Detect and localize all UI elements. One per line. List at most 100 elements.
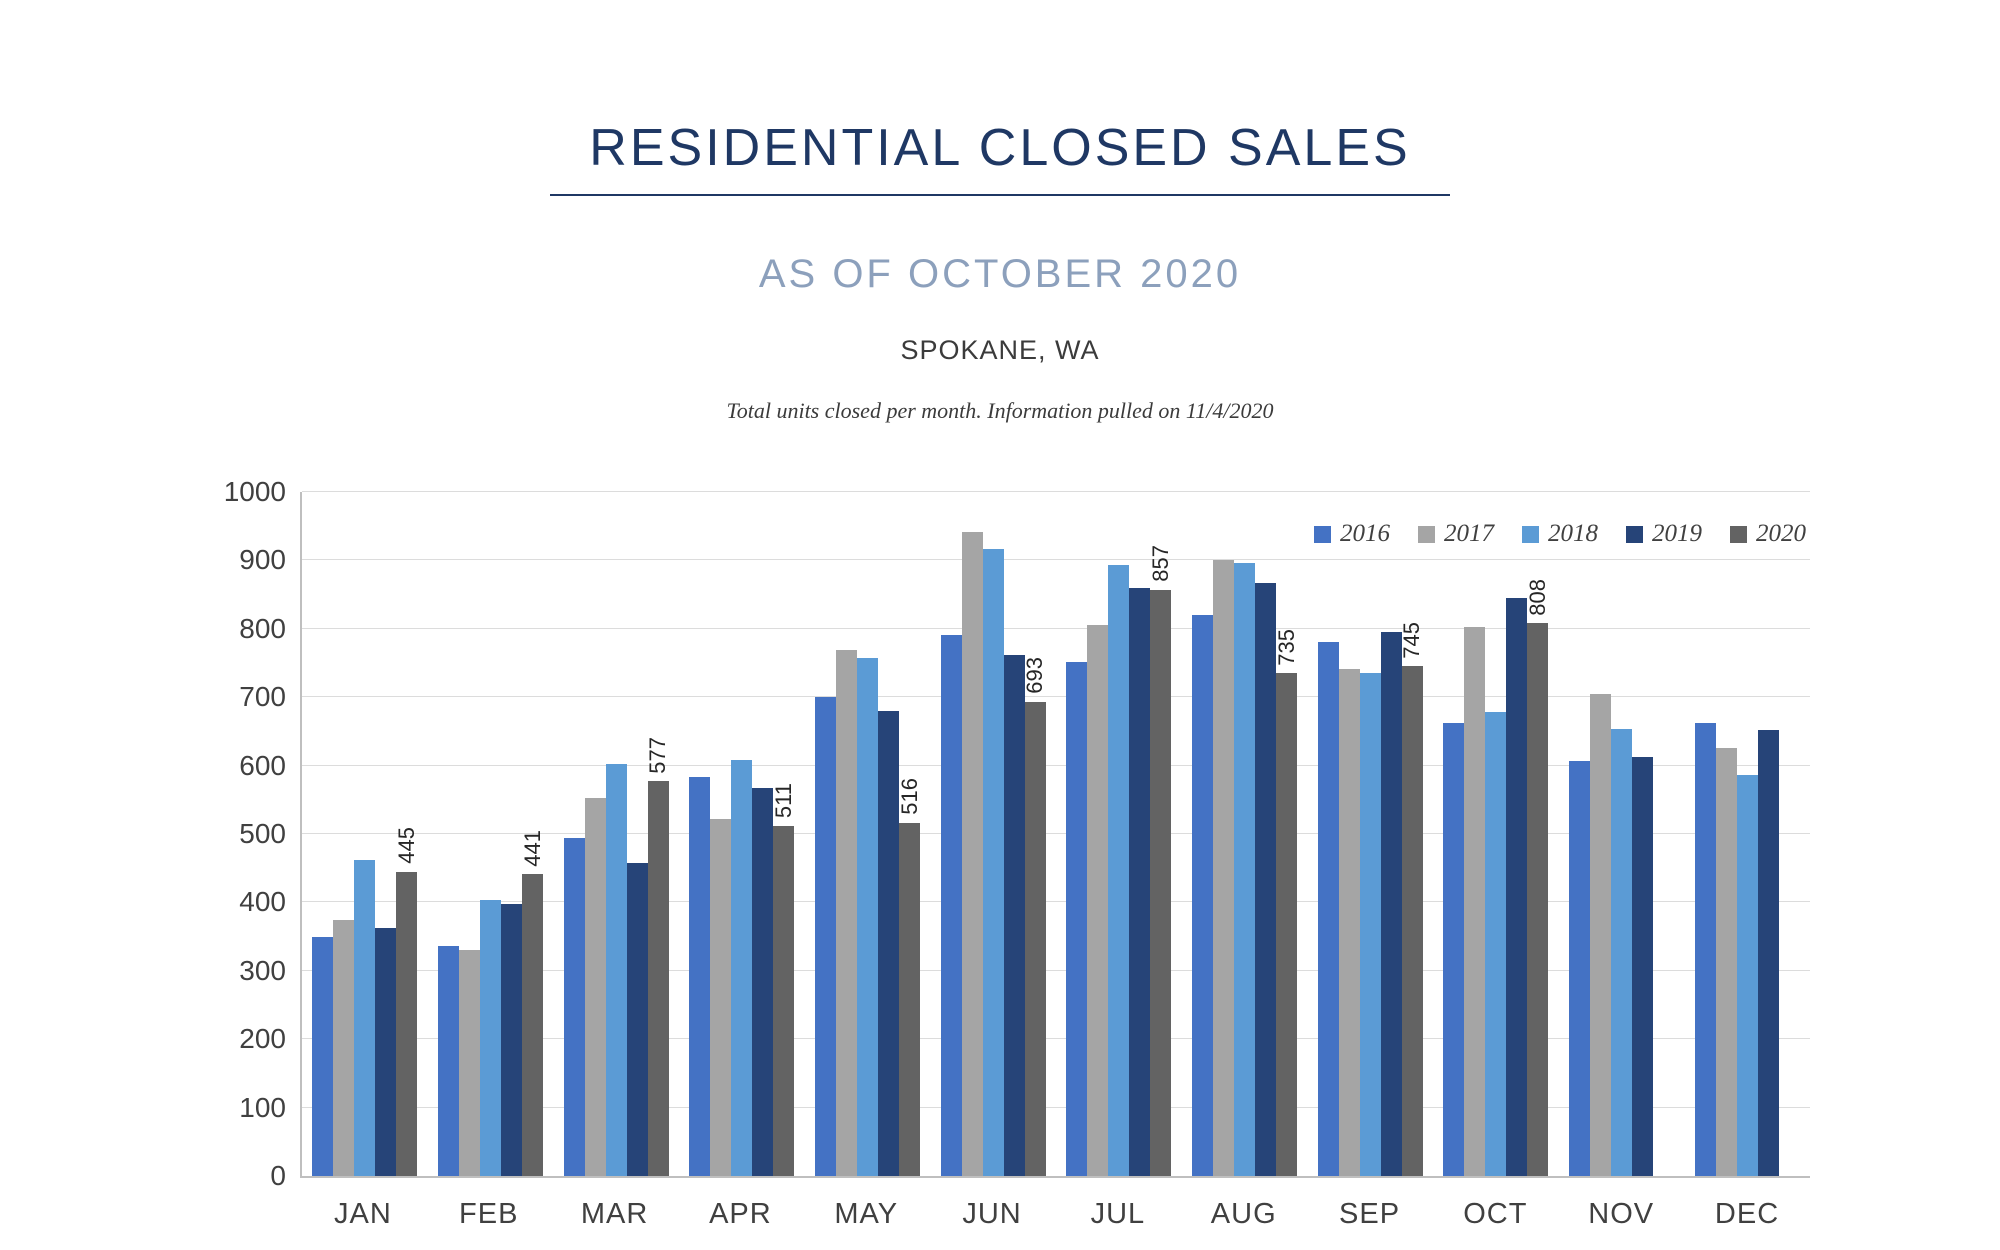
bar-group-mar: 577 bbox=[553, 492, 679, 1176]
x-axis-label-sep: SEP bbox=[1339, 1198, 1401, 1230]
legend-item-2020: 2020 bbox=[1730, 520, 1806, 548]
bar-aug-2020 bbox=[1276, 673, 1298, 1176]
bar-group-nov bbox=[1559, 492, 1685, 1176]
page-title: RESIDENTIAL CLOSED SALES bbox=[589, 119, 1411, 177]
bar-group-jul: 857 bbox=[1056, 492, 1182, 1176]
bar-oct-2020 bbox=[1527, 623, 1549, 1176]
y-axis-tick-label: 600 bbox=[239, 749, 286, 781]
bar-jan-2019 bbox=[375, 928, 397, 1176]
legend-swatch-icon bbox=[1418, 525, 1435, 543]
x-axis-label-jun: JUN bbox=[962, 1198, 1022, 1230]
bar-aug-2019 bbox=[1255, 582, 1277, 1176]
bar-mar-2019 bbox=[626, 863, 648, 1176]
bar-jul-2018 bbox=[1108, 564, 1130, 1176]
subtitle: AS OF OCTOBER 2020 bbox=[758, 252, 1242, 296]
bar-sep-2017 bbox=[1338, 669, 1360, 1176]
bar-aug-2016 bbox=[1192, 615, 1214, 1176]
bar-apr-2018 bbox=[731, 760, 753, 1176]
y-axis-tick-label: 400 bbox=[239, 886, 286, 918]
plot-area: 0 100 200 300 400 500 600 700 800 900 1000 445 441 57… bbox=[224, 478, 1810, 1190]
legend-item-2018: 2018 bbox=[1522, 520, 1598, 548]
bar-dec-2019 bbox=[1757, 730, 1779, 1176]
bar-aug-2018 bbox=[1234, 563, 1256, 1176]
bar-may-2020 bbox=[899, 823, 921, 1176]
bar-group-aug: 735 bbox=[1182, 492, 1308, 1176]
y-axis-tick-label: 900 bbox=[239, 544, 286, 576]
bar-nov-2019 bbox=[1632, 757, 1654, 1176]
legend-item-2017: 2017 bbox=[1418, 520, 1494, 548]
y-axis-tick-label: 700 bbox=[239, 681, 286, 713]
caption: Total units closed per month. Informatio… bbox=[726, 398, 1274, 423]
bar-feb-2020 bbox=[522, 874, 543, 1176]
data-label-sep-2020: 745 bbox=[1399, 621, 1425, 659]
bar-mar-2016 bbox=[563, 838, 585, 1176]
legend-label: 2019 bbox=[1652, 520, 1702, 547]
bar-group-jan: 445 bbox=[302, 492, 428, 1176]
bar-mar-2017 bbox=[584, 797, 606, 1176]
gridline bbox=[302, 627, 1810, 629]
bar-group-oct: 808 bbox=[1433, 492, 1559, 1176]
legend-label: 2017 bbox=[1444, 520, 1494, 547]
bar-group-sep: 745 bbox=[1307, 492, 1433, 1176]
bar-chart: 0 100 200 300 400 500 600 700 800 900 1000 445 441 57… bbox=[224, 478, 1810, 1190]
legend-swatch-icon bbox=[1314, 525, 1331, 543]
bar-oct-2018 bbox=[1485, 712, 1507, 1176]
bar-sep-2020 bbox=[1401, 666, 1423, 1176]
bar-mar-2020 bbox=[647, 781, 669, 1176]
bar-jun-2019 bbox=[1003, 654, 1025, 1176]
y-axis-tick-label: 0 bbox=[270, 1160, 286, 1191]
bar-sep-2016 bbox=[1317, 642, 1339, 1176]
bar-jan-2020 bbox=[396, 871, 418, 1176]
x-axis-label-nov: NOV bbox=[1588, 1198, 1655, 1230]
bar-group-dec bbox=[1684, 492, 1810, 1176]
bar-apr-2019 bbox=[752, 788, 774, 1176]
data-label-apr-2020: 511 bbox=[770, 783, 796, 819]
gridline bbox=[302, 764, 1810, 766]
y-axis-tick-label: 100 bbox=[239, 1091, 286, 1123]
data-label-oct-2020: 808 bbox=[1524, 578, 1550, 616]
x-axis-label-apr: APR bbox=[709, 1198, 772, 1230]
legend-label: 2018 bbox=[1548, 520, 1598, 547]
data-label-may-2020: 516 bbox=[896, 778, 922, 816]
bar-aug-2017 bbox=[1213, 559, 1235, 1176]
bar-feb-2018 bbox=[480, 900, 501, 1176]
legend-swatch-icon bbox=[1522, 525, 1539, 543]
bar-dec-2017 bbox=[1715, 747, 1737, 1176]
bar-feb-2017 bbox=[459, 949, 480, 1176]
bar-apr-2017 bbox=[710, 818, 732, 1176]
legend-label: 2020 bbox=[1756, 520, 1806, 547]
x-axis-label-mar: MAR bbox=[580, 1198, 649, 1230]
bar-nov-2018 bbox=[1611, 728, 1633, 1176]
bar-jul-2020 bbox=[1150, 589, 1172, 1176]
y-axis-tick-label: 300 bbox=[239, 954, 286, 986]
bar-oct-2019 bbox=[1506, 598, 1528, 1176]
gridline bbox=[302, 559, 1810, 561]
bar-jul-2016 bbox=[1066, 662, 1088, 1176]
y-axis-tick-label: 1000 bbox=[223, 476, 286, 507]
y-axis-tick-label: 500 bbox=[239, 818, 286, 849]
legend-swatch-icon bbox=[1730, 525, 1747, 543]
gridline bbox=[302, 696, 1810, 698]
bar-may-2017 bbox=[836, 650, 858, 1176]
bar-jan-2016 bbox=[312, 936, 334, 1176]
x-axis-label-may: MAY bbox=[834, 1198, 899, 1230]
x-axis-label-jan: JAN bbox=[334, 1198, 392, 1230]
gridline bbox=[302, 969, 1810, 971]
bar-nov-2016 bbox=[1569, 760, 1591, 1176]
x-axis-label-aug: AUG bbox=[1210, 1198, 1277, 1230]
x-axis-label-feb: FEB bbox=[459, 1198, 519, 1230]
x-axis-labels: JAN FEB MAR APR MAY JUN JUL AUG SEP OCT NOV DEC bbox=[300, 1198, 1810, 1231]
gridline bbox=[302, 901, 1810, 903]
bar-groups: 445 441 577 511 516 693 857 735 745 808 bbox=[302, 492, 1810, 1176]
bar-sep-2019 bbox=[1380, 631, 1402, 1176]
bar-feb-2019 bbox=[501, 904, 522, 1176]
title-underline bbox=[550, 194, 1450, 196]
bar-sep-2018 bbox=[1359, 672, 1381, 1176]
location-label: SPOKANE, WA bbox=[900, 335, 1100, 365]
legend-item-2016: 2016 bbox=[1314, 520, 1390, 548]
bar-may-2018 bbox=[857, 657, 879, 1176]
data-label-jan-2020: 445 bbox=[393, 826, 419, 864]
bar-group-feb: 441 bbox=[428, 492, 554, 1176]
data-label-aug-2020: 735 bbox=[1273, 628, 1299, 666]
bar-jun-2016 bbox=[940, 634, 962, 1176]
